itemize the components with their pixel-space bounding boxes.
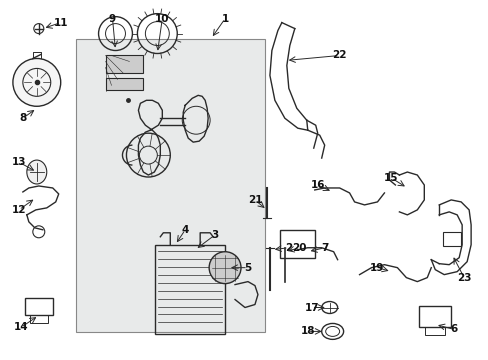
Text: 12: 12 xyxy=(12,205,26,215)
Text: 8: 8 xyxy=(19,113,26,123)
Text: 3: 3 xyxy=(211,230,218,240)
Bar xyxy=(425,328,444,336)
Text: 15: 15 xyxy=(384,173,398,183)
Ellipse shape xyxy=(27,160,47,184)
Bar xyxy=(30,315,48,323)
Bar xyxy=(76,39,264,332)
Bar xyxy=(25,298,53,315)
Text: 14: 14 xyxy=(14,323,28,332)
Text: 2: 2 xyxy=(285,243,292,253)
Text: 22: 22 xyxy=(332,50,346,60)
Text: 10: 10 xyxy=(155,14,169,24)
Text: 5: 5 xyxy=(244,263,251,273)
Text: 13: 13 xyxy=(12,157,26,167)
Text: 16: 16 xyxy=(310,180,325,190)
Bar xyxy=(442,232,460,246)
Circle shape xyxy=(209,252,241,284)
Circle shape xyxy=(13,58,61,106)
Text: 19: 19 xyxy=(369,263,384,273)
Text: 4: 4 xyxy=(181,225,188,235)
FancyBboxPatch shape xyxy=(105,78,143,90)
Bar xyxy=(419,306,450,328)
Text: 6: 6 xyxy=(449,324,457,334)
Text: 23: 23 xyxy=(456,273,470,283)
Bar xyxy=(279,230,314,258)
Bar xyxy=(155,245,224,334)
Text: 7: 7 xyxy=(320,243,328,253)
Text: 18: 18 xyxy=(300,327,314,336)
Text: 21: 21 xyxy=(247,195,262,205)
Text: 9: 9 xyxy=(109,14,116,24)
Text: 20: 20 xyxy=(292,243,306,253)
Text: 17: 17 xyxy=(304,302,318,312)
Text: 1: 1 xyxy=(221,14,228,24)
Bar xyxy=(105,55,143,73)
Text: 11: 11 xyxy=(53,18,68,28)
